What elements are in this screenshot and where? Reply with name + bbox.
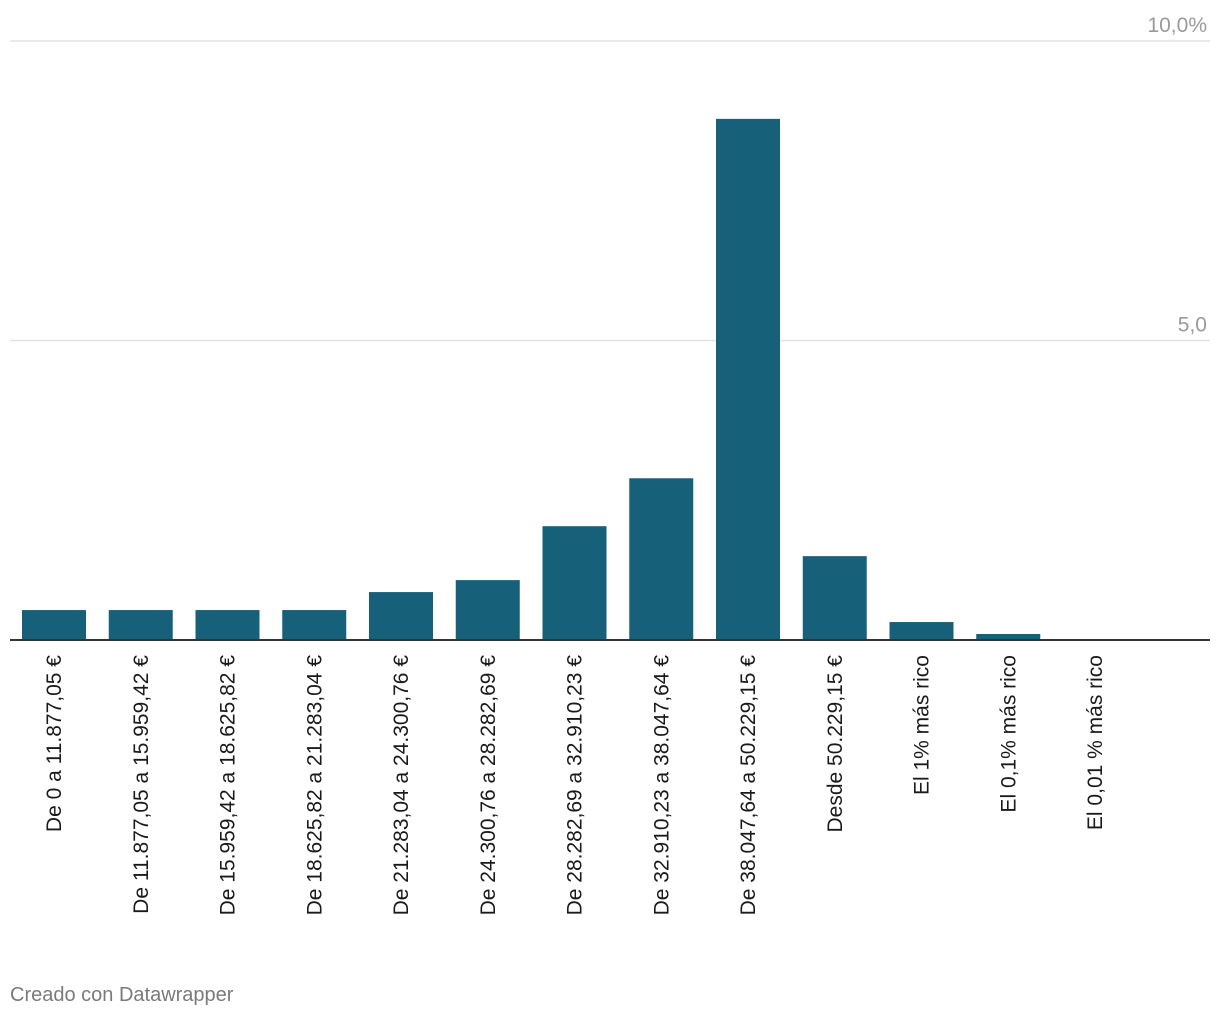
credit-text: Creado con Datawrapper (10, 984, 234, 1006)
gridlines (10, 40, 1210, 342)
x-tick-label: De 24.300,76 a 28.282,69 € (477, 655, 500, 916)
y-tick-labels: 5,0 10,0% (1147, 14, 1207, 337)
bar (282, 610, 347, 640)
x-tick-labels: De 0 a 11.877,05 € De 11.877,05 a 15.959,… (43, 655, 1107, 916)
bar (802, 556, 867, 640)
bar (195, 610, 260, 640)
y-tick-label: 10,0% (1147, 14, 1207, 37)
x-tick-label: De 38.047,64 a 50.229,15 € (737, 655, 760, 916)
bar (369, 592, 433, 640)
bar (542, 526, 607, 640)
x-tick-label: El 1% más rico (911, 655, 934, 795)
x-tick-label: El 0,1% más rico (997, 655, 1020, 813)
bar (976, 634, 1041, 640)
bar (108, 610, 173, 640)
bar (455, 580, 520, 640)
x-tick-label: El 0,01 % más rico (1084, 655, 1107, 830)
x-tick-label: De 21.283,04 a 24.300,76 € (390, 655, 413, 916)
x-tick-label: De 0 a 11.877,05 € (43, 655, 66, 832)
x-tick-label: De 28.282,69 a 32.910,23 € (564, 655, 587, 916)
bar (889, 622, 954, 640)
x-tick-label: Desde 50.229,15 € (824, 655, 847, 833)
x-tick-label: De 15.959,42 a 18.625,82 € (217, 655, 240, 916)
x-tick-label: De 18.625,82 a 21.283,04 € (303, 655, 326, 916)
bar (629, 478, 694, 640)
bar (716, 118, 780, 641)
bar (22, 610, 86, 640)
y-tick-label: 5,0 (1178, 314, 1207, 337)
x-tick-label: De 32.910,23 a 38.047,64 € (650, 655, 673, 916)
bars (22, 118, 1041, 641)
x-tick-label: De 11.877,05 a 15.959,42 € (130, 655, 153, 914)
bar-chart: 5,0 10,0% De 0 a 11.877,05 € De 11.877,05 … (10, 14, 1210, 916)
